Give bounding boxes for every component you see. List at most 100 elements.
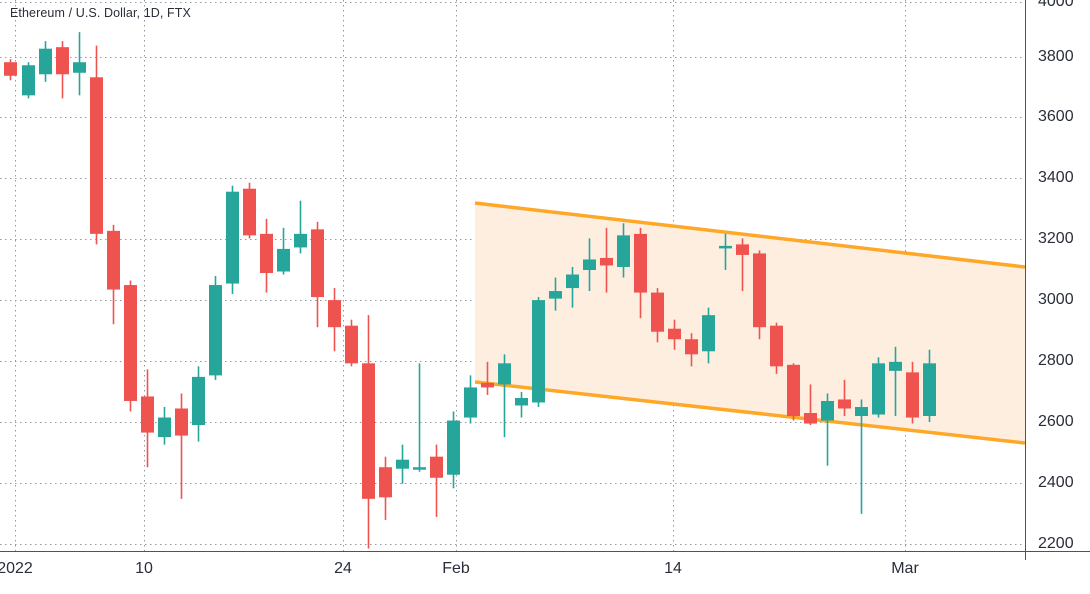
- candle[interactable]: [141, 369, 154, 468]
- candle[interactable]: [413, 363, 426, 472]
- candle[interactable]: [260, 218, 273, 293]
- candle[interactable]: [583, 238, 596, 292]
- candle[interactable]: [39, 41, 52, 82]
- candle-body: [600, 257, 613, 266]
- candle[interactable]: [56, 41, 69, 99]
- candle[interactable]: [617, 223, 630, 278]
- candle-body: [107, 230, 120, 290]
- candle[interactable]: [175, 393, 188, 499]
- candle[interactable]: [464, 375, 477, 424]
- candle-body: [685, 339, 698, 355]
- price-axis-tick-label: 2600: [1038, 413, 1074, 430]
- candle-body: [277, 248, 290, 272]
- time-axis-tick-label: Feb: [442, 560, 470, 577]
- candle[interactable]: [549, 277, 562, 311]
- candle-body: [719, 245, 732, 249]
- candle[interactable]: [124, 280, 137, 412]
- candle-body: [73, 62, 86, 73]
- candle[interactable]: [277, 227, 290, 275]
- candle[interactable]: [345, 319, 358, 367]
- candle[interactable]: [4, 59, 17, 81]
- candle-body: [617, 235, 630, 267]
- candle-body: [413, 467, 426, 470]
- price-axis-tick-label: 2200: [1038, 535, 1074, 552]
- candle[interactable]: [192, 366, 205, 442]
- candle[interactable]: [243, 182, 256, 239]
- candle[interactable]: [719, 233, 732, 270]
- candle-body: [753, 253, 766, 328]
- candle[interactable]: [362, 315, 375, 549]
- candle[interactable]: [73, 32, 86, 96]
- candle-body: [209, 285, 222, 376]
- candle-body: [668, 328, 681, 340]
- candle[interactable]: [498, 354, 511, 438]
- descending-channel-annotation[interactable]: [474, 201, 1026, 445]
- channel-lower-trendline[interactable]: [474, 380, 1026, 445]
- candle[interactable]: [532, 297, 545, 407]
- candle-body: [532, 300, 545, 403]
- candle-series[interactable]: [4, 32, 936, 549]
- candle[interactable]: [294, 200, 307, 254]
- candle-body: [549, 291, 562, 299]
- price-axis-tick-label: 4000: [1038, 0, 1074, 10]
- candle[interactable]: [753, 250, 766, 340]
- candle-body: [311, 229, 324, 298]
- candle-body: [430, 456, 443, 478]
- candle[interactable]: [22, 62, 35, 99]
- candle-body: [923, 363, 936, 417]
- candle-body: [702, 315, 715, 352]
- candle-body: [498, 363, 511, 385]
- candle[interactable]: [770, 322, 783, 374]
- channel-upper-trendline[interactable]: [474, 201, 1026, 269]
- candle-body: [345, 325, 358, 364]
- candle[interactable]: [651, 288, 664, 343]
- candle-body: [770, 325, 783, 367]
- candle[interactable]: [923, 349, 936, 423]
- candle[interactable]: [328, 288, 341, 352]
- candle[interactable]: [736, 238, 749, 292]
- candle[interactable]: [702, 307, 715, 364]
- candle[interactable]: [566, 266, 579, 308]
- candle[interactable]: [668, 319, 681, 350]
- candle[interactable]: [226, 185, 239, 295]
- price-scale[interactable]: [1025, 0, 1090, 560]
- candle[interactable]: [209, 276, 222, 380]
- candle[interactable]: [379, 456, 392, 520]
- candle[interactable]: [889, 346, 902, 417]
- candle[interactable]: [838, 379, 851, 417]
- candle[interactable]: [107, 224, 120, 325]
- candle[interactable]: [804, 384, 817, 426]
- candle-body: [464, 387, 477, 418]
- candle-body: [872, 363, 885, 415]
- candle-body: [328, 300, 341, 328]
- candle-body: [192, 376, 205, 426]
- price-axis-tick-label: 2400: [1038, 474, 1074, 491]
- candle[interactable]: [685, 333, 698, 367]
- candle[interactable]: [872, 357, 885, 418]
- candle-body: [566, 274, 579, 289]
- candle[interactable]: [447, 411, 460, 489]
- candle[interactable]: [515, 391, 528, 418]
- candle[interactable]: [634, 227, 647, 319]
- candle[interactable]: [821, 393, 834, 466]
- candle-body: [39, 48, 52, 75]
- candle[interactable]: [906, 361, 919, 424]
- candle[interactable]: [787, 363, 800, 421]
- channel-fill: [475, 203, 1025, 443]
- candle[interactable]: [600, 227, 613, 293]
- candle[interactable]: [430, 444, 443, 517]
- candle-body: [855, 406, 868, 417]
- time-scale[interactable]: [0, 551, 1090, 594]
- candle[interactable]: [311, 221, 324, 328]
- candle-body: [889, 361, 902, 371]
- candle[interactable]: [396, 444, 409, 484]
- candle[interactable]: [855, 399, 868, 514]
- candle[interactable]: [158, 406, 171, 445]
- candle[interactable]: [481, 361, 494, 395]
- price-axis-tick-label: 3200: [1038, 230, 1074, 247]
- price-axis-tick-label: 2800: [1038, 352, 1074, 369]
- candle[interactable]: [90, 45, 103, 245]
- price-axis-tick-label: 3800: [1038, 48, 1074, 65]
